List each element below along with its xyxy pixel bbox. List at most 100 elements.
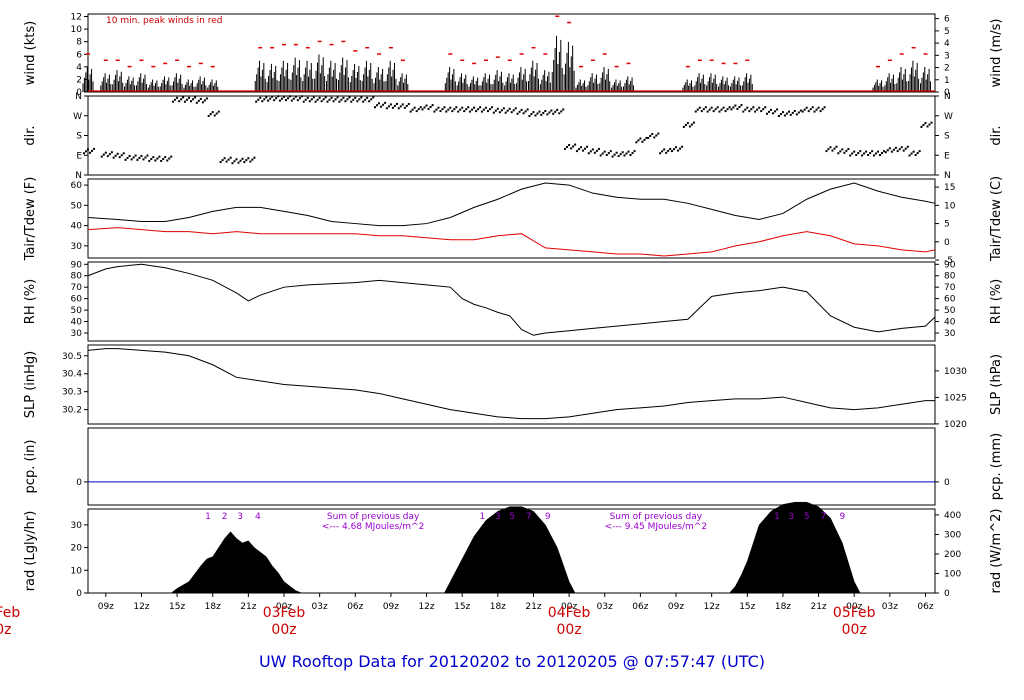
- direction-point: [599, 154, 602, 157]
- direction-point: [185, 98, 188, 101]
- direction-point: [407, 102, 410, 105]
- direction-point: [287, 97, 290, 100]
- direction-point: [417, 108, 420, 111]
- direction-point: [465, 108, 468, 111]
- ytick-label-right: 0: [944, 478, 950, 488]
- direction-point: [728, 106, 731, 109]
- ytick-label-left: 40: [71, 222, 83, 232]
- direction-point: [192, 98, 195, 101]
- direction-point: [716, 106, 719, 109]
- xtick-label: 03z: [597, 602, 613, 612]
- peak-wind-mark: [127, 65, 132, 68]
- direction-point: [807, 110, 810, 113]
- direction-point: [451, 110, 454, 113]
- direction-point: [304, 98, 307, 101]
- ytick-label-right: 60: [944, 295, 956, 305]
- ytick-label-left: 30.5: [62, 352, 82, 362]
- direction-point: [376, 104, 379, 107]
- direction-point: [526, 108, 529, 111]
- direction-point: [150, 158, 153, 161]
- direction-point: [744, 108, 747, 111]
- ytick-label-left: 90: [71, 260, 83, 270]
- xtick-label: 00z: [846, 602, 862, 612]
- series-area-radiation: [170, 501, 861, 594]
- ylabel-left-dir: dir.: [23, 125, 38, 145]
- series-line-wind: [82, 35, 931, 92]
- direction-point: [356, 100, 359, 103]
- direction-point: [853, 150, 856, 153]
- direction-point: [653, 136, 656, 139]
- direction-point: [205, 97, 208, 100]
- direction-point: [427, 107, 430, 110]
- direction-point: [492, 111, 495, 114]
- direction-point: [645, 136, 648, 139]
- direction-point: [568, 144, 571, 147]
- direction-point: [201, 101, 204, 104]
- direction-point: [338, 100, 341, 103]
- ytick-label-right: N: [944, 171, 951, 181]
- direction-point: [586, 145, 589, 148]
- direction-point: [162, 158, 165, 161]
- direction-point: [930, 121, 933, 124]
- panel-frame-slp: [87, 344, 936, 425]
- direction-point: [764, 106, 767, 109]
- peak-wind-mark: [721, 62, 726, 65]
- sun-hour-mark: 7: [526, 512, 532, 522]
- direction-point: [772, 112, 775, 115]
- direction-point: [724, 110, 727, 113]
- peak-wind-mark: [270, 46, 275, 49]
- direction-point: [785, 112, 788, 115]
- ytick-label-right: 100: [944, 569, 961, 579]
- direction-point: [827, 148, 830, 151]
- direction-point: [130, 158, 133, 161]
- direction-point: [362, 100, 365, 103]
- direction-point: [160, 159, 163, 162]
- direction-point: [621, 151, 624, 154]
- ytick-label-right: 1020: [944, 420, 967, 430]
- direction-point: [514, 107, 517, 110]
- direction-point: [114, 154, 117, 157]
- direction-point: [243, 161, 246, 164]
- direction-point: [473, 106, 476, 109]
- direction-point: [455, 106, 458, 109]
- direction-point: [294, 95, 297, 98]
- direction-point: [603, 150, 606, 153]
- direction-point: [746, 106, 749, 109]
- direction-point: [166, 159, 169, 162]
- direction-point: [597, 147, 600, 150]
- direction-point: [894, 146, 897, 149]
- direction-point: [781, 111, 784, 114]
- direction-point: [888, 147, 891, 150]
- ytick-label-left: 8: [76, 38, 82, 48]
- direction-point: [104, 151, 107, 154]
- direction-point: [239, 159, 242, 162]
- direction-point: [639, 137, 642, 140]
- direction-point: [223, 157, 226, 160]
- direction-point: [413, 106, 416, 109]
- direction-point: [548, 111, 551, 114]
- direction-point: [829, 146, 832, 149]
- direction-point: [300, 95, 303, 98]
- direction-point: [358, 98, 361, 101]
- direction-point: [118, 156, 121, 159]
- ytick-label-right: 80: [944, 272, 956, 282]
- direction-point: [542, 111, 545, 114]
- direction-point: [904, 147, 907, 150]
- direction-point: [528, 114, 531, 117]
- sun-hour-mark: 7: [820, 512, 826, 522]
- direction-point: [176, 96, 179, 99]
- direction-point: [684, 124, 687, 127]
- direction-point: [391, 106, 394, 109]
- ytick-label-right: 300: [944, 530, 961, 540]
- direction-point: [837, 152, 840, 155]
- direction-point: [750, 108, 753, 111]
- direction-point: [843, 151, 846, 154]
- peak-wind-mark: [151, 65, 156, 68]
- direction-point: [457, 110, 460, 113]
- direction-point: [168, 157, 171, 160]
- direction-point: [831, 149, 834, 152]
- xtick-label: 09z: [668, 602, 684, 612]
- direction-point: [227, 158, 230, 161]
- direction-point: [257, 98, 260, 101]
- direction-point: [283, 95, 286, 98]
